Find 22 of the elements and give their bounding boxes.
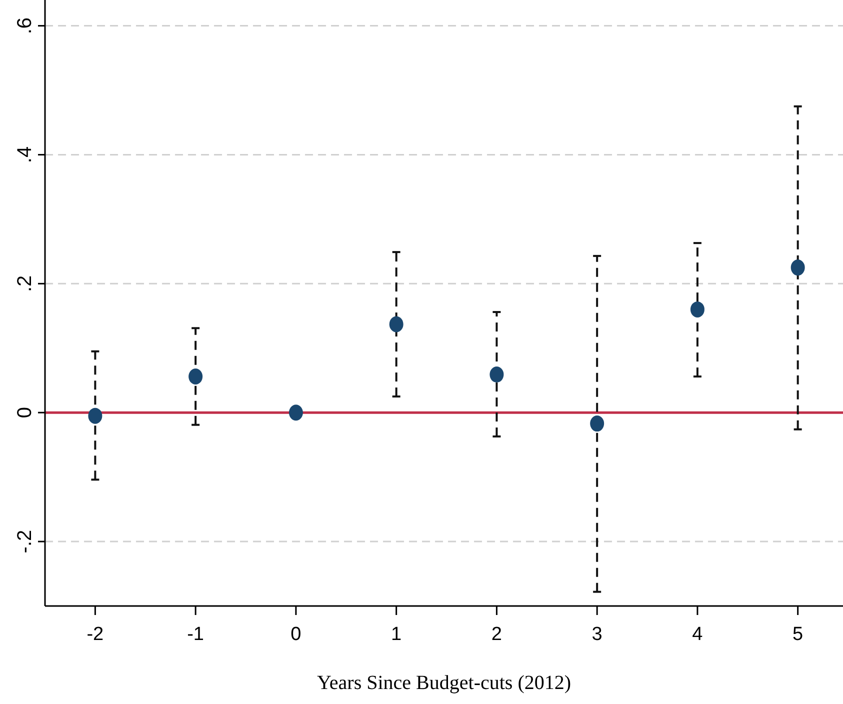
y-tick-label: 0 xyxy=(14,407,36,418)
x-tick-label: 3 xyxy=(592,624,602,645)
y-tick-label: .4 xyxy=(14,146,36,164)
x-tick-label: -2 xyxy=(86,624,104,645)
point xyxy=(188,368,203,384)
point xyxy=(690,301,704,318)
x-tick-label: 2 xyxy=(491,624,502,645)
point xyxy=(389,316,404,332)
point xyxy=(590,416,604,432)
x-tick-label: 1 xyxy=(391,624,402,645)
x-tick-label: -1 xyxy=(187,624,204,645)
x-tick-label: 4 xyxy=(692,624,704,645)
point xyxy=(790,260,805,276)
point xyxy=(490,366,504,383)
point xyxy=(288,404,303,421)
x-axis-title: Years Since Budget-cuts (2012) xyxy=(316,672,572,694)
y-tick-label: .6 xyxy=(14,17,36,34)
y-tick-label: .2 xyxy=(14,275,36,292)
point xyxy=(88,408,102,424)
x-tick-label: 0 xyxy=(290,624,302,645)
x-tick-label: 5 xyxy=(792,624,804,645)
y-tick-label: -.2 xyxy=(14,530,36,554)
